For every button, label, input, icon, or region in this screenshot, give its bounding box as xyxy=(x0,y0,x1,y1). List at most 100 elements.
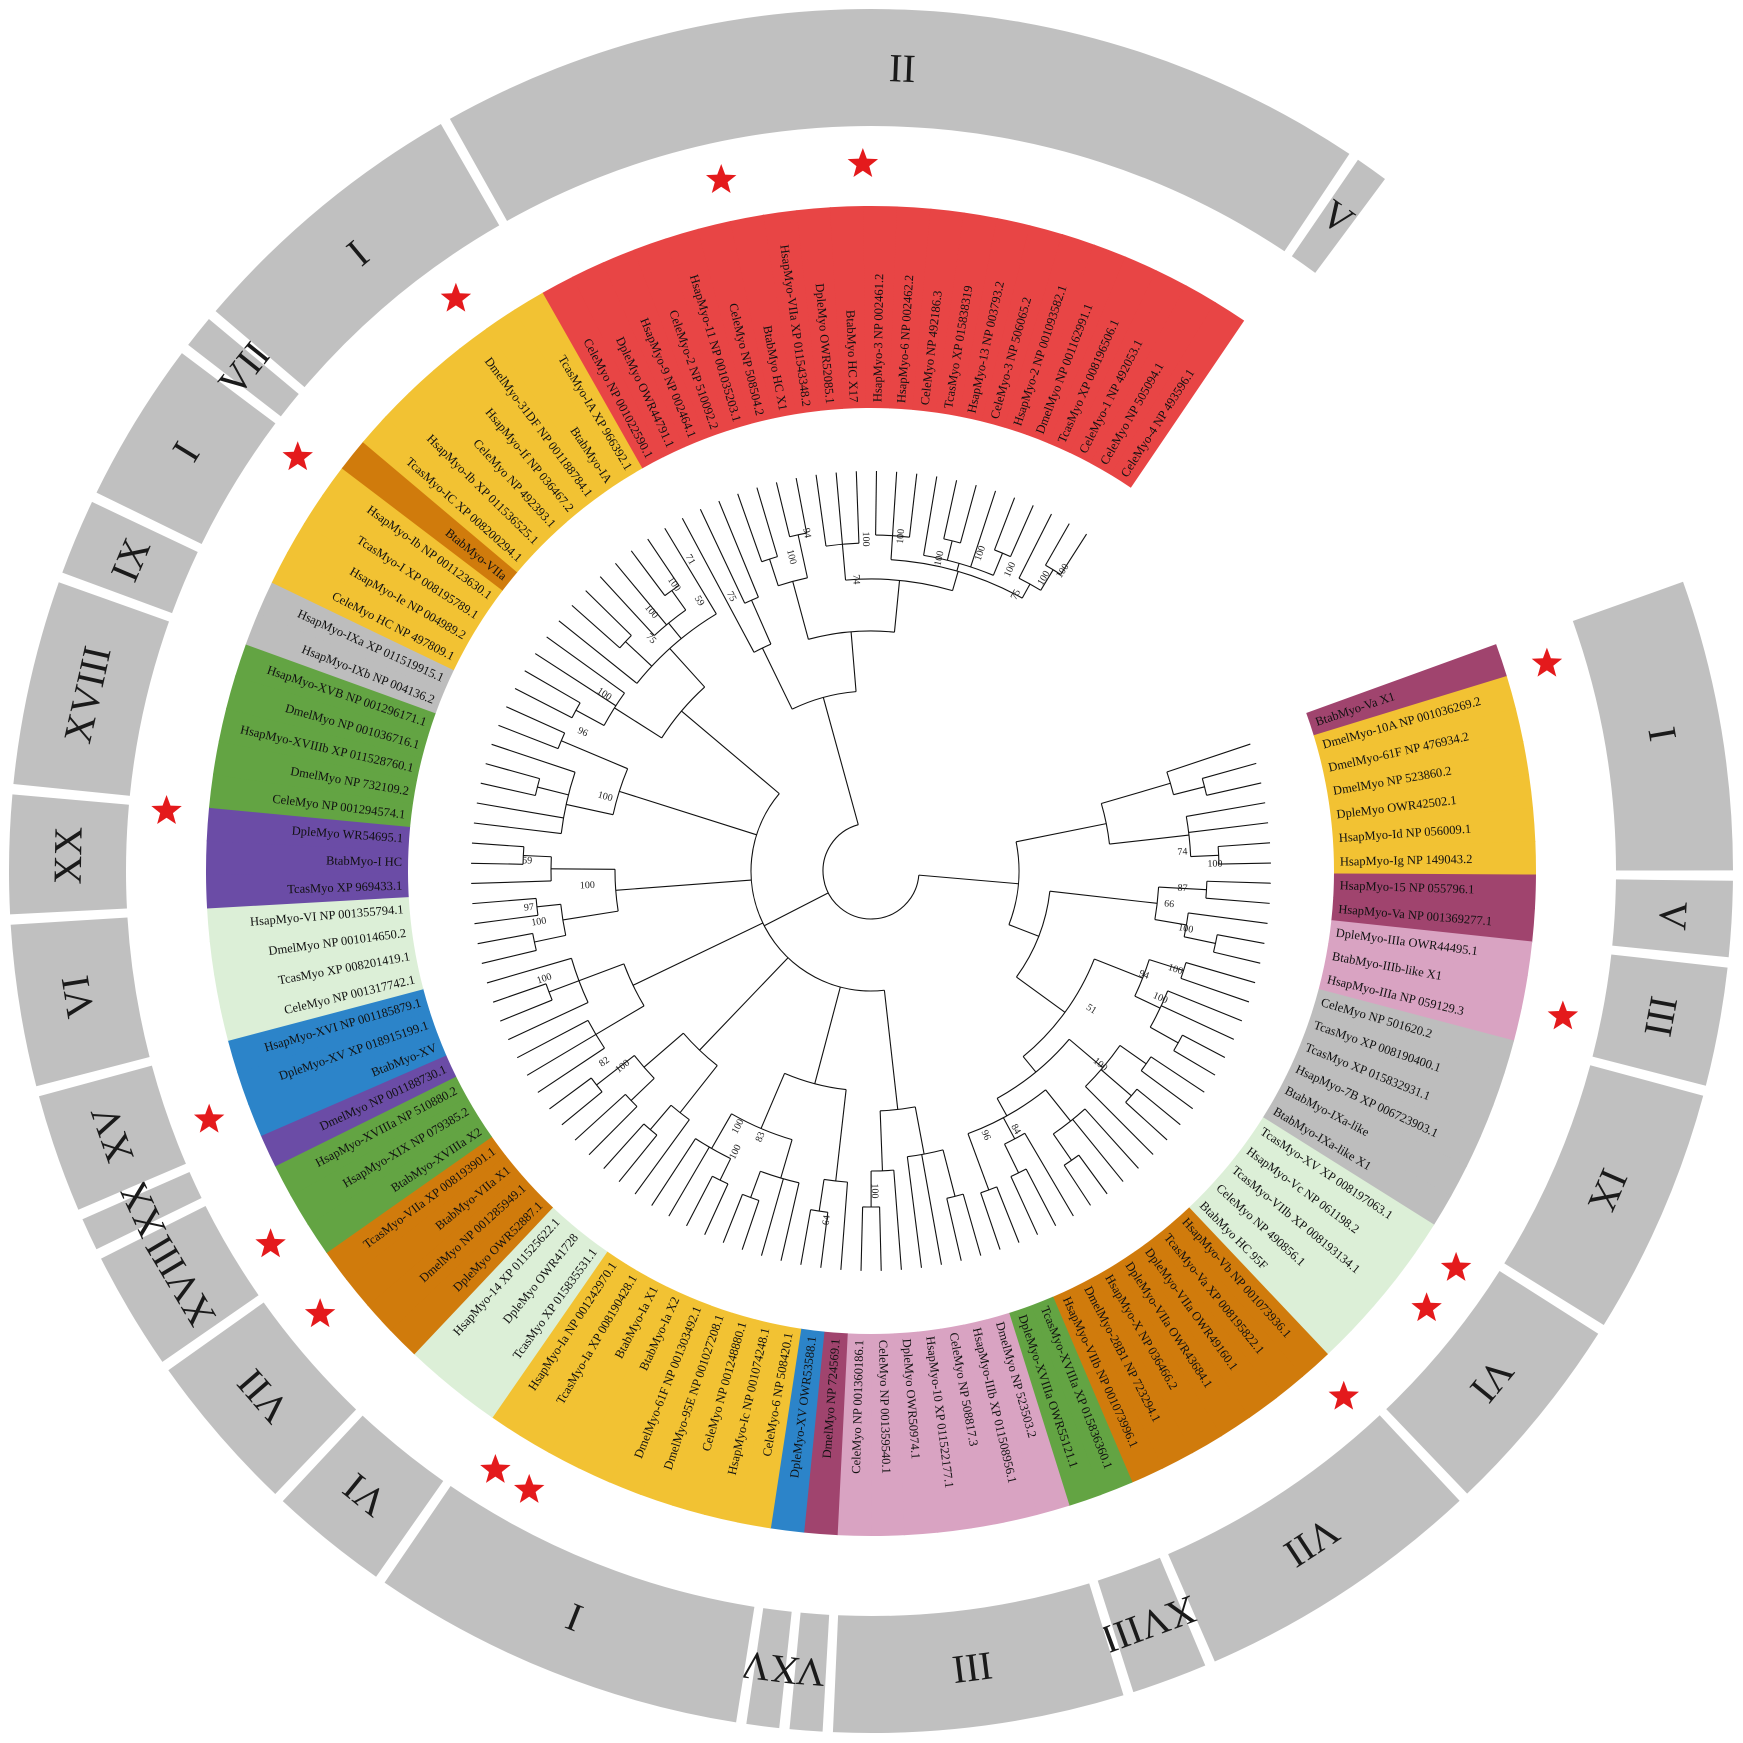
bootstrap-value: 100 xyxy=(642,602,660,621)
clade-band xyxy=(572,262,685,458)
clade-band xyxy=(1188,1190,1352,1355)
clade-arc xyxy=(875,534,910,538)
branch xyxy=(1150,1056,1205,1093)
clade-band xyxy=(542,276,664,469)
branch xyxy=(471,862,524,865)
clade-band xyxy=(290,1096,480,1225)
ring-segment-label: XX xyxy=(45,826,91,885)
clade-band xyxy=(769,1328,825,1533)
leaf-label: BtabMyo-I HC xyxy=(326,853,402,868)
branch xyxy=(537,786,569,796)
clade-band xyxy=(459,328,604,508)
clade-band xyxy=(345,1155,521,1306)
clade-band xyxy=(803,1331,848,1536)
branch xyxy=(668,1146,710,1217)
branch xyxy=(480,782,536,797)
branch xyxy=(630,1077,655,1101)
clade-arc xyxy=(1016,891,1051,978)
branch xyxy=(1021,583,1031,599)
clade-arc xyxy=(603,692,625,726)
highlight-star xyxy=(1328,1380,1359,1410)
clade-band xyxy=(1311,989,1515,1074)
branch xyxy=(959,484,977,544)
clade-band xyxy=(227,988,430,1074)
bootstrap-value: 100 xyxy=(1177,922,1194,936)
ring-segment xyxy=(10,917,150,1087)
branch xyxy=(962,1193,982,1256)
branch xyxy=(643,1032,684,1068)
branch xyxy=(980,1192,1001,1250)
branch xyxy=(1078,1154,1108,1195)
ring-segment xyxy=(832,1583,1124,1733)
branch xyxy=(585,590,632,636)
clade-band xyxy=(326,1136,506,1280)
clade-arc xyxy=(695,1138,731,1160)
branch xyxy=(722,1194,743,1243)
clade-band xyxy=(763,210,820,415)
clade-band xyxy=(218,707,423,781)
branch xyxy=(686,1175,713,1227)
clade-band xyxy=(245,612,445,714)
clade-band xyxy=(1008,1305,1102,1506)
clade-arc xyxy=(753,643,772,653)
clade-band xyxy=(237,1011,438,1105)
clade-band xyxy=(1325,741,1530,805)
clade-band xyxy=(1171,1207,1329,1378)
branch xyxy=(704,1183,729,1236)
clade-arc xyxy=(522,846,525,865)
clade-band xyxy=(1090,285,1216,476)
clade-arc xyxy=(1166,771,1175,795)
branch xyxy=(1185,962,1256,984)
branch xyxy=(514,688,573,719)
branch xyxy=(1101,782,1171,805)
branch xyxy=(996,1186,1020,1243)
branch xyxy=(578,963,625,982)
branch xyxy=(906,1156,923,1268)
ring-segment xyxy=(1168,1415,1460,1662)
bootstrap-value: 64 xyxy=(821,1215,833,1226)
clade-band xyxy=(836,1333,872,1536)
branch xyxy=(1206,880,1271,884)
branch xyxy=(760,1073,786,1129)
branch xyxy=(1018,513,1052,579)
branch xyxy=(835,1089,847,1182)
branch xyxy=(506,706,565,734)
branch xyxy=(946,1198,962,1261)
clade-arc xyxy=(1053,1108,1086,1135)
branch xyxy=(946,540,953,561)
branch xyxy=(1119,1044,1147,1065)
bootstrap-value: 71 xyxy=(683,553,698,567)
branch xyxy=(860,1206,864,1271)
clade-band xyxy=(1318,966,1522,1042)
clade-band xyxy=(287,522,477,650)
branch xyxy=(1190,854,1219,858)
clade-band xyxy=(963,1319,1038,1523)
bootstrap-value: 100 xyxy=(1167,962,1185,977)
clade-band xyxy=(438,1222,589,1398)
branch xyxy=(1217,934,1265,944)
ring-segment xyxy=(282,1415,444,1577)
branch xyxy=(993,497,1016,551)
clade-arc xyxy=(996,1038,1070,1099)
bootstrap-value: 94 xyxy=(1137,968,1150,982)
ring-segment xyxy=(1291,159,1385,273)
branch xyxy=(763,892,829,927)
branch xyxy=(769,558,779,586)
branch xyxy=(1022,1056,1037,1073)
highlight-star xyxy=(304,1298,336,1328)
clade-band xyxy=(893,1331,939,1536)
branch xyxy=(1173,786,1205,796)
ring-segment xyxy=(82,1171,202,1250)
branch xyxy=(615,879,752,891)
clade-band xyxy=(362,416,534,573)
branch xyxy=(1084,1108,1139,1169)
branch xyxy=(558,620,638,684)
clade-arc xyxy=(1063,1154,1080,1166)
clade-band xyxy=(1313,675,1517,759)
branch xyxy=(921,1154,942,1265)
branch xyxy=(797,534,808,578)
class-ring: IVIIIIXVIVIIXVIIIIIIVXVIVIVIIXVIIIXXXVVI… xyxy=(8,8,1733,1733)
branch xyxy=(679,1065,718,1114)
bootstrap-value: 96 xyxy=(576,725,590,739)
clade-arc xyxy=(571,702,581,718)
